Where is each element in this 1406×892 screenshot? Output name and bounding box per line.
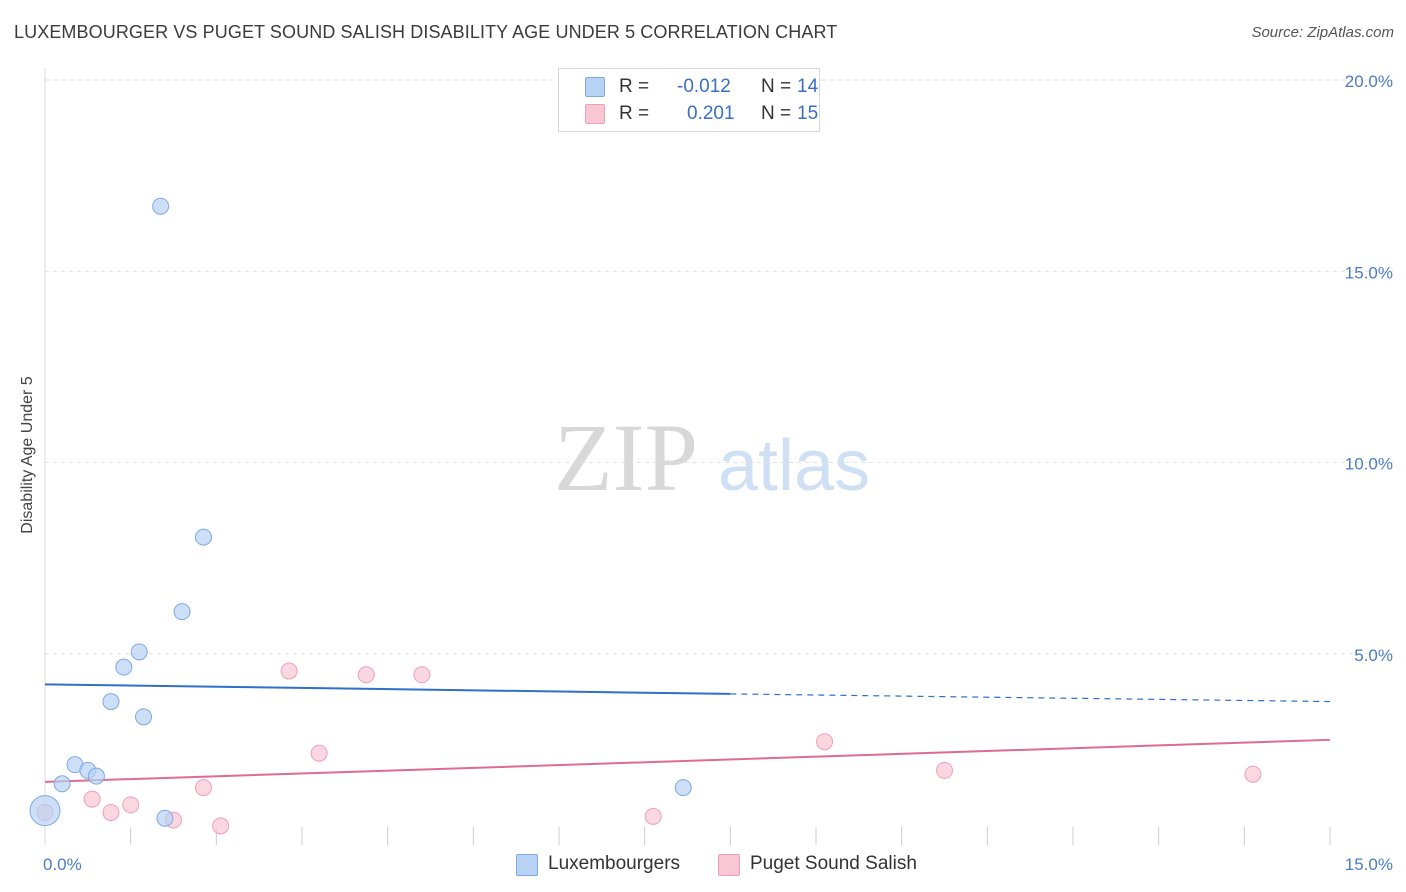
r-value: -0.012: [677, 76, 731, 97]
point-luxembourgers: [194, 528, 212, 546]
point-luxembourgers: [173, 603, 191, 621]
y-tick-label: 5.0%: [1354, 646, 1393, 665]
point-luxembourgers: [152, 197, 170, 215]
point-luxembourgers: [156, 809, 174, 827]
point-luxembourgers: [130, 643, 148, 661]
grid-lines: [45, 79, 1395, 655]
point-luxembourgers: [53, 775, 71, 793]
point-luxembourgers: [87, 767, 105, 785]
legend-label: Luxembourgers: [548, 853, 681, 874]
point-luxembourgers: [102, 693, 120, 711]
point-puget-sound-salish: [1244, 765, 1262, 783]
r-value: 0.201: [687, 103, 735, 124]
point-puget-sound-salish: [194, 779, 212, 797]
point-puget-sound-salish: [102, 803, 120, 821]
watermark-zip: ZIP: [554, 404, 698, 511]
n-value: 14: [797, 76, 819, 97]
point-puget-sound-salish: [413, 666, 431, 684]
source-credit: Source: ZipAtlas.com: [1251, 24, 1394, 41]
trend-line-luxembourgers: [44, 683, 731, 695]
n-label: N =: [761, 76, 792, 97]
point-puget-sound-salish: [280, 662, 298, 680]
correlation-stats-box: R = -0.012 N = 14 R = 0.201 N = 15: [558, 68, 820, 132]
point-puget-sound-salish: [816, 733, 834, 751]
point-puget-sound-salish: [310, 744, 328, 762]
point-puget-sound-salish: [122, 796, 140, 814]
data-points: [29, 197, 1262, 835]
r-label: R =: [619, 76, 650, 97]
r-label: R =: [619, 103, 650, 124]
y-tick-label: 20.0%: [1345, 72, 1393, 91]
trend-line-luxembourgers-extension: [730, 693, 1331, 703]
chart-title: LUXEMBOURGER VS PUGET SOUND SALISH DISAB…: [14, 22, 838, 42]
legend-swatch-pink: [718, 854, 740, 876]
legend-swatch-blue: [516, 854, 538, 876]
point-puget-sound-salish: [936, 761, 953, 779]
x-tick-label: 0.0%: [43, 855, 82, 874]
watermark: ZIP atlas: [554, 404, 870, 511]
y-tick-label: 15.0%: [1345, 263, 1393, 282]
n-label: N =: [761, 103, 792, 124]
point-luxembourgers: [135, 708, 153, 726]
tick-labels: 5.0% 10.0% 15.0% 20.0% 0.0% 15.0%: [43, 72, 1393, 874]
point-puget-sound-salish: [212, 817, 230, 835]
watermark-atlas: atlas: [718, 426, 870, 506]
point-puget-sound-salish: [644, 807, 662, 825]
pink-swatch: [585, 104, 605, 124]
point-luxembourgers: [115, 658, 133, 676]
point-puget-sound-salish: [83, 790, 101, 808]
point-luxembourgers: [674, 779, 692, 797]
trend-lines: [44, 683, 1331, 783]
n-value: 15: [797, 103, 819, 124]
legend-label: Puget Sound Salish: [750, 853, 917, 874]
axes: [44, 68, 1331, 845]
point-luxembourgers: [29, 795, 61, 827]
trend-line-puget-sound-salish: [44, 738, 1331, 783]
x-tick-label: 15.0%: [1345, 855, 1393, 874]
y-tick-label: 10.0%: [1345, 455, 1393, 474]
point-puget-sound-salish: [357, 666, 375, 684]
blue-swatch: [585, 77, 605, 97]
